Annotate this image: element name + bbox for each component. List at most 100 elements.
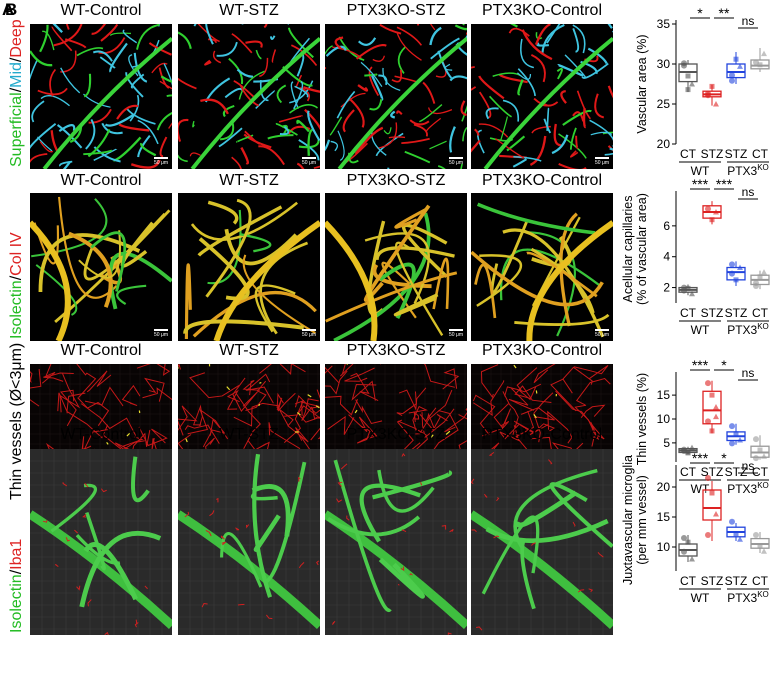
panel-letter-b: B [5,0,18,19]
box-2 [702,475,722,541]
significance-label: *** [716,176,733,192]
y-tick-label: 6 [663,219,670,233]
y-axis-title: (% of vascular area) [635,193,649,305]
group-label: WT [691,164,710,178]
box-1 [678,444,698,456]
data-point [761,453,767,459]
column-title: WT-STZ [219,426,279,443]
data-point [761,50,767,57]
group-label: WT [691,323,710,337]
column-title: WT-STZ [219,342,279,359]
significance-label: ** [719,5,730,21]
data-point [681,287,687,294]
column-title: WT-Control [60,2,142,19]
data-point [737,437,743,443]
column-title: PTX3KO-Control [481,426,603,443]
scale-bar: 50 μm [595,157,609,166]
row-4-label: Isolectin/Iba1 [8,539,26,633]
micrograph-r4-c4 [471,449,613,635]
y-tick-label: 25 [657,97,671,111]
micrograph-r2-c4: 50 μm [471,193,613,341]
data-point [729,423,735,430]
significance-label: ns [742,366,755,380]
data-point [737,536,743,542]
category-label: CT [752,306,769,320]
box-3 [726,423,746,447]
y-axis-title: Vascular area (%) [635,34,649,133]
category-label: CT [680,306,697,320]
y-tick-label: 5 [663,436,670,450]
data-point [685,285,691,291]
data-point [689,290,695,297]
micrograph-r2-c3: 50 μm [325,193,467,341]
data-point [729,77,735,84]
micrograph-r4-c1 [30,449,172,635]
data-point [685,449,691,455]
y-tick-label: 30 [657,57,671,71]
y-tick-label: 4 [663,250,670,264]
row-label-part: / [8,569,25,575]
category-label: STZ [725,147,748,161]
panel-letter-a: A [2,0,15,19]
row-label-part: Col IV [8,232,25,276]
significance-label: ns [742,459,755,473]
data-point [737,264,743,271]
column-title: WT-Control [60,426,142,443]
data-point [753,59,759,66]
column-title: WT-STZ [219,172,279,189]
data-point [761,548,767,554]
column-title: WT-Control [60,342,142,359]
micrograph-r1-c4: 50 μm [471,24,613,169]
y-axis-title: Acellular capillaries [621,196,635,303]
data-point [713,101,719,107]
box-3 [726,261,746,287]
category-label: CT [680,465,697,479]
row-label-part: Isolectin [8,574,25,633]
column-title: PTX3KO-Control [481,342,603,359]
y-tick-label: 35 [657,17,671,31]
significance-label: * [721,450,727,466]
data-point [705,92,711,99]
significance-label: ns [742,14,755,28]
data-point [713,511,719,517]
scale-bar: 50 μm [449,157,463,166]
row-2-label: Isolectin/Col IV [8,232,26,339]
data-point [753,279,759,286]
row-label-part: Mid [8,62,25,88]
group-label: PTX3KO [727,481,769,496]
data-point [681,548,687,555]
data-point [729,261,735,268]
y-tick-label: 20 [657,137,671,151]
micrograph-r2-c2: 50 μm [178,193,320,341]
y-tick-label: 10 [657,540,671,554]
data-point [681,446,687,453]
data-point [685,87,691,93]
data-point [685,450,691,456]
y-tick-label: 15 [657,510,671,524]
box-1 [678,535,698,562]
y-axis-title: (per mm vessel) [635,475,649,565]
group-label: PTX3KO [727,322,769,337]
category-label: CT [680,147,697,161]
micrograph-r1-c2: 50 μm [178,24,320,169]
data-point [705,532,711,538]
data-point [681,62,687,69]
row-1-label: Superficial/Mid/Deep [8,19,26,167]
significance-label: *** [692,357,709,373]
row-label-part: Deep [8,19,25,58]
box-4 [750,48,770,72]
row-3-label: Thin vessels (Ø<3μm) [8,343,26,500]
significance-label: ns [742,185,755,199]
column-title: PTX3KO-STZ [346,2,446,19]
column-title: PTX3KO-STZ [346,426,446,443]
box-2 [702,83,722,107]
data-point [757,543,763,549]
y-tick-label: 20 [657,480,671,494]
category-label: STZ [701,465,724,479]
category-label: CT [752,465,769,479]
data-point [685,73,691,79]
micrograph-r1-c3: 50 μm [325,24,467,169]
data-point [681,535,687,541]
data-point [729,270,735,277]
data-point [705,205,711,212]
